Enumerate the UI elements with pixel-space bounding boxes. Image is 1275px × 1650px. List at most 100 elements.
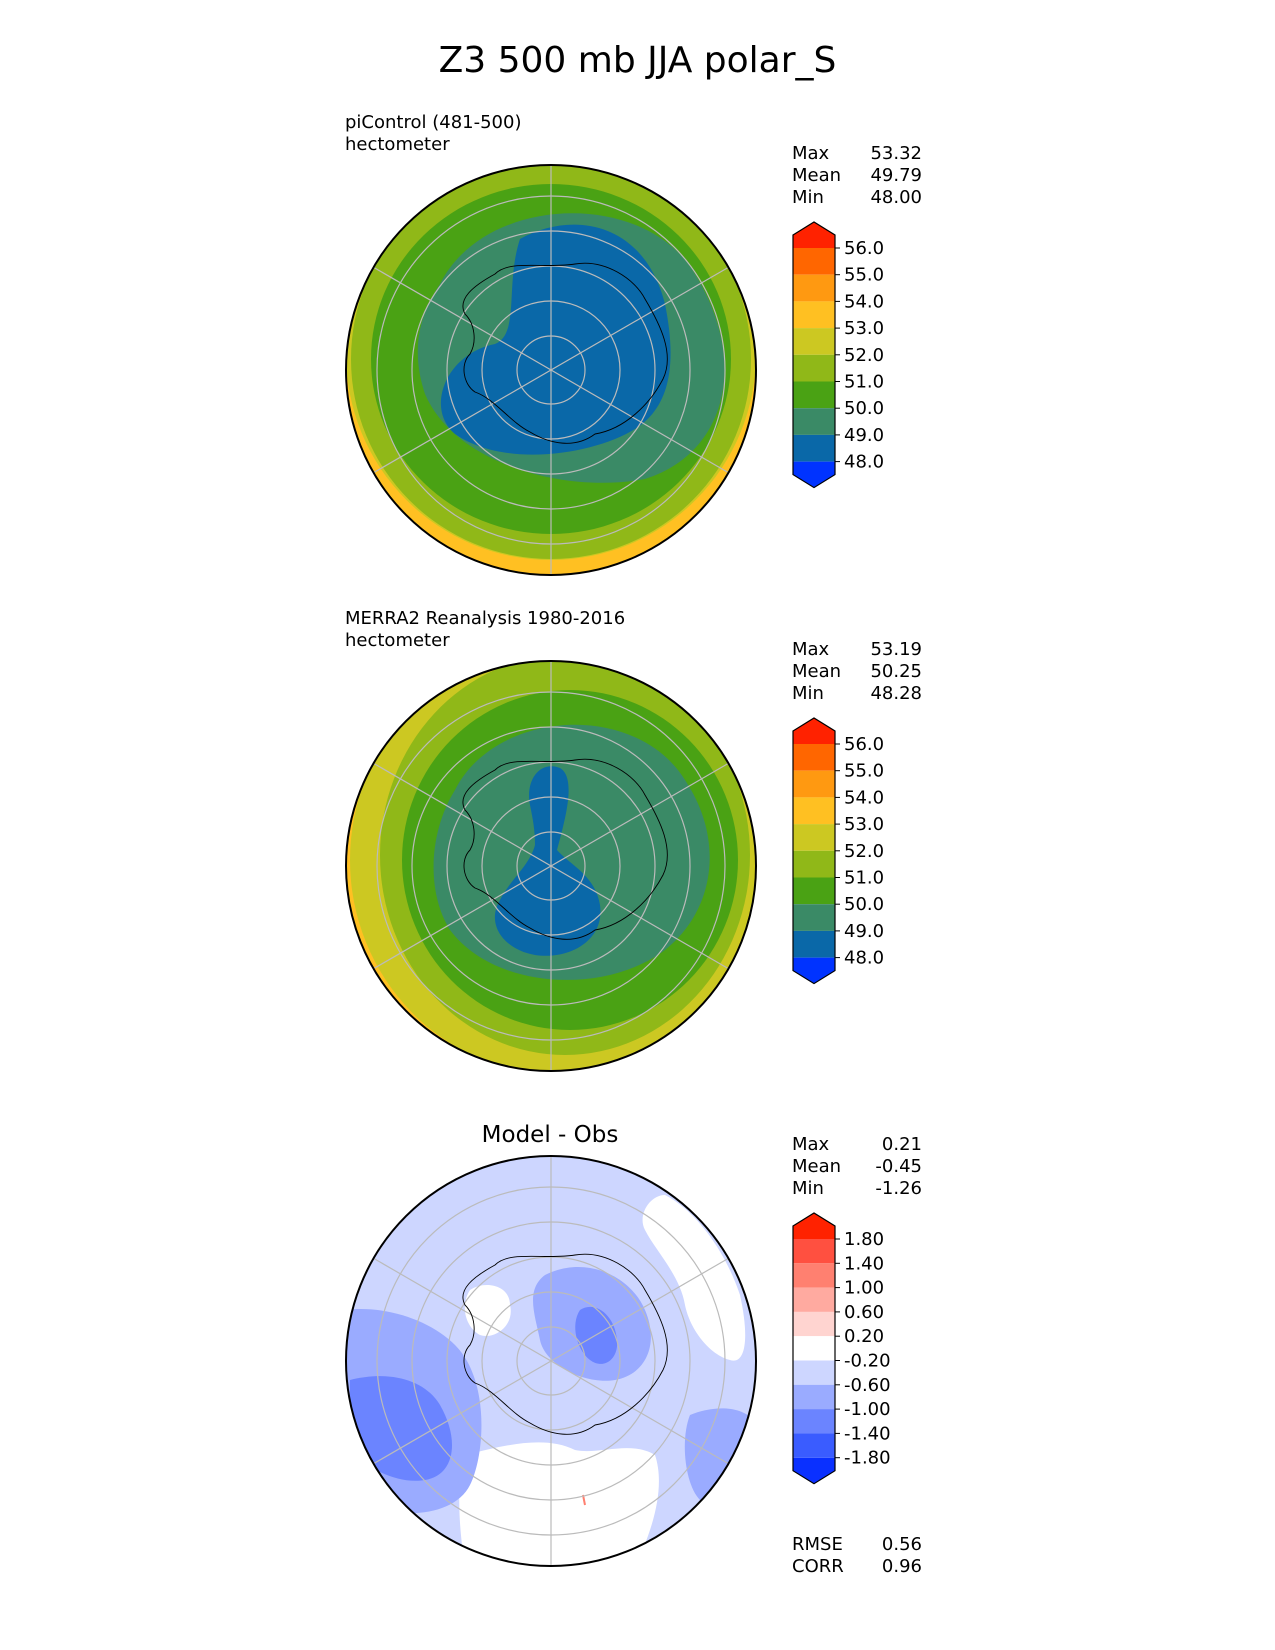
colorbar-tick-label: 51.0 [844, 372, 884, 393]
colorbar-segment [793, 434, 835, 462]
colorbar-tick-label: 50.0 [844, 894, 884, 915]
metric-label: RMSE [792, 1534, 843, 1555]
stat-label: Min [792, 1178, 824, 1199]
colorbar-tick-label: 49.0 [844, 425, 884, 446]
polar-map-difference [345, 1155, 757, 1567]
colorbar-segment [793, 1360, 835, 1385]
colorbar-tick-label: 1.80 [844, 1229, 884, 1250]
metric-row-corr: CORR 0.96 [792, 1556, 922, 1578]
colorbar-segment [793, 408, 835, 435]
colorbar-segment [793, 248, 835, 275]
colorbar-tick-label: 0.60 [844, 1302, 884, 1323]
stat-value: 50.25 [870, 661, 922, 682]
colorbar-tick-label: 52.0 [844, 345, 884, 366]
colorbar-segment [793, 1336, 835, 1361]
colorbar-extend-top [793, 718, 835, 744]
colorbar-extend-bottom [793, 1457, 835, 1484]
graticule [372, 165, 730, 575]
colorbar-tick-label: 51.0 [844, 868, 884, 889]
antarctica-coastline [462, 262, 668, 444]
colorbar-picontrol: 56.0 55.0 54.0 53.0 52.0 51.0 50.0 49.0 48.0 [792, 221, 884, 489]
colorbar-segment [793, 1287, 835, 1312]
panel-2-label-line2: hectometer [345, 630, 450, 651]
colorbar-tick-label: 53.0 [844, 814, 884, 835]
stat-label: Mean [792, 165, 842, 186]
colorbar-segment [793, 274, 835, 302]
panel-3-stats: Max 0.21 Mean -0.45 Min -1.26 [792, 1134, 922, 1200]
stat-row-min: Min -1.26 [792, 1178, 922, 1200]
colorbar-segment [793, 1239, 835, 1264]
colorbar-tick-label: 52.0 [844, 841, 884, 862]
map-boundary [345, 164, 757, 576]
stat-value: 0.21 [881, 1134, 922, 1155]
colorbar-tick-label: 53.0 [844, 318, 884, 339]
colorbar-tick-label: 56.0 [844, 734, 884, 755]
colorbar-segment [793, 877, 835, 905]
colorbar-tick-label: 54.0 [844, 787, 884, 808]
field-band-neg100-west [350, 1376, 452, 1481]
stat-row-max: Max 53.19 [792, 639, 922, 661]
stat-value: 49.79 [870, 165, 922, 186]
stat-label: Max [792, 639, 830, 660]
antarctica-coastline [462, 758, 668, 940]
metric-row-rmse: RMSE 0.56 [792, 1534, 922, 1556]
colorbar-extend-top [793, 222, 835, 248]
colorbar-tick-label: 0.20 [844, 1326, 884, 1347]
graticule [372, 661, 730, 1071]
stat-row-min: Min 48.28 [792, 683, 922, 705]
colorbar-extend-top [793, 1213, 835, 1239]
colorbar-tick-label: 50.0 [844, 398, 884, 419]
panel-2-label: MERRA2 Reanalysis 1980-2016 hectometer [345, 608, 625, 652]
stat-value: 53.32 [870, 143, 922, 164]
field-band-zero-south [459, 1442, 659, 1566]
colorbar-segment [793, 1384, 835, 1410]
colorbar-segment [793, 770, 835, 798]
colorbar-tick-label: 55.0 [844, 265, 884, 286]
stat-row-max: Max 53.32 [792, 143, 922, 165]
field-band-zero-west [464, 1285, 511, 1336]
stat-label: Max [792, 143, 830, 164]
colorbar-difference: 1.80 1.40 1.00 0.60 0.20 -0.20 -0.60 -1.00 -1.40… [792, 1212, 891, 1485]
colorbar-outline [792, 221, 836, 489]
colorbar-tick-label: 48.0 [844, 452, 884, 473]
colorbar-tick-label: -1.80 [844, 1448, 891, 1469]
colorbar-tick-label: 54.0 [844, 291, 884, 312]
colorbar-segment [793, 1263, 835, 1288]
metric-label: CORR [792, 1556, 844, 1577]
graticule [372, 1156, 730, 1566]
panel-2-label-line1: MERRA2 Reanalysis 1980-2016 [345, 608, 626, 629]
colorbar-segment [793, 1311, 835, 1337]
panel-2-stats: Max 53.19 Mean 50.25 Min 48.28 [792, 639, 922, 705]
stat-value: -1.26 [875, 1178, 922, 1199]
colorbar-segment [793, 328, 835, 355]
stat-label: Min [792, 187, 824, 208]
stat-row-max: Max 0.21 [792, 1134, 922, 1156]
field-band-48 [440, 224, 671, 455]
stat-label: Mean [792, 1156, 842, 1177]
stat-row-mean: Mean 49.79 [792, 165, 922, 187]
colorbar-tick-label: -0.20 [844, 1351, 891, 1372]
colorbar-segment [793, 301, 835, 329]
panel-1-label-line2: hectometer [345, 134, 450, 155]
panel-1-label-line1: piControl (481-500) [345, 112, 522, 133]
metric-value: 0.96 [881, 1556, 922, 1577]
colorbar-tick-label: 56.0 [844, 238, 884, 259]
polar-map-picontrol [345, 164, 757, 576]
polar-map-merra2 [345, 660, 757, 1072]
stat-value: 48.28 [870, 683, 922, 704]
figure-title: Z3 500 mb JJA polar_S [438, 40, 837, 81]
stat-value: 53.19 [870, 639, 922, 660]
colorbar-tick-label: -1.00 [844, 1399, 891, 1420]
antarctica-coastline [462, 1253, 668, 1435]
panel-3-metrics: RMSE 0.56 CORR 0.96 [792, 1534, 922, 1578]
colorbar-tick-label: -0.60 [844, 1375, 891, 1396]
stat-row-mean: Mean -0.45 [792, 1156, 922, 1178]
colorbar-segment [793, 904, 835, 931]
colorbar-extend-bottom [793, 957, 835, 984]
colorbar-tick-label: 1.40 [844, 1253, 884, 1274]
panel-1-stats: Max 53.32 Mean 49.79 Min 48.00 [792, 143, 922, 209]
stat-value: 48.00 [870, 187, 922, 208]
colorbar-tick-label: 48.0 [844, 948, 884, 969]
colorbar-merra2: 56.0 55.0 54.0 53.0 52.0 51.0 50.0 49.0 48.0 [792, 717, 884, 985]
stat-label: Min [792, 683, 824, 704]
